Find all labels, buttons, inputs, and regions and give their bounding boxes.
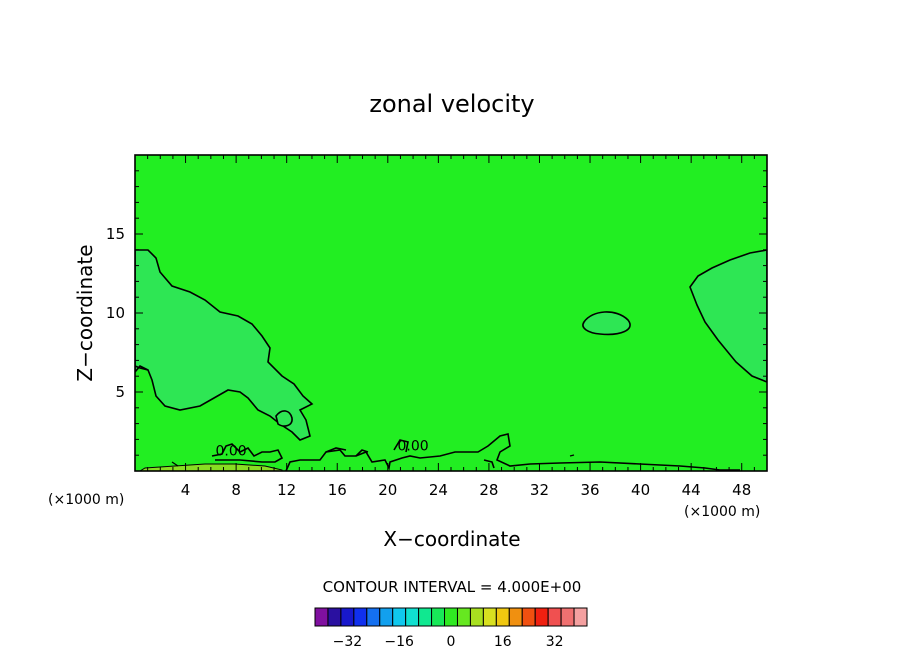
colorbar-swatch [379, 607, 394, 627]
colorbar-swatch [482, 607, 497, 627]
plot-area: 0.00 0.00 [135, 155, 767, 471]
x-tick-label: 20 [378, 481, 397, 499]
colorbar-swatch [314, 607, 329, 627]
colorbar-swatch [366, 607, 381, 627]
region-left-pocket [135, 249, 314, 441]
colorbar-swatch [456, 607, 471, 627]
contour-label: 0.00 [215, 443, 246, 459]
colorbar-swatch [405, 607, 420, 627]
region-oval [582, 311, 631, 336]
contour-line [135, 365, 149, 371]
colorbar-swatch [444, 607, 458, 627]
colorbar-swatch [340, 607, 355, 627]
y-tick-label: 5 [115, 383, 125, 401]
colorbar-swatch [431, 607, 446, 627]
y-tick-label: 10 [106, 304, 125, 322]
x-tick-label: 4 [181, 481, 191, 499]
contour-interval-label: CONTOUR INTERVAL = 4.000E+00 [323, 578, 582, 596]
contour-line [285, 433, 740, 471]
colorbar-swatch [469, 607, 484, 627]
colorbar-labels: −32 −16 0 16 32 [333, 634, 564, 650]
x-unit-right: (×1000 m) [684, 504, 760, 520]
axis-ticks [135, 155, 767, 471]
x-tick-label: 12 [277, 481, 296, 499]
contour-line [275, 410, 293, 427]
colorbar-tick-label: 16 [494, 634, 512, 650]
colorbar-swatch [418, 607, 433, 627]
contour-line [569, 454, 575, 457]
colorbar-swatch [534, 607, 549, 627]
x-axis-label: X−coordinate [383, 527, 520, 551]
colorbar-swatch [508, 607, 523, 627]
contour-line [171, 461, 179, 467]
contour-line [211, 443, 284, 463]
colorbar-swatch [560, 607, 575, 627]
colorbar [314, 607, 588, 627]
colorbar-swatch [327, 607, 342, 627]
contour-label: 0.00 [397, 439, 428, 455]
colorbar-tick-label: −32 [333, 634, 363, 650]
x-tick-label: 32 [530, 481, 549, 499]
x-tick-label: 40 [631, 481, 650, 499]
x-tick-label: 48 [732, 481, 751, 499]
contour-line [393, 439, 409, 453]
colorbar-swatch [392, 607, 407, 627]
colorbar-tick-label: 32 [546, 634, 564, 650]
x-tick-labels: 4 8 12 16 20 24 28 32 36 40 44 48 [181, 481, 751, 499]
chart-title: zonal velocity [369, 90, 534, 118]
x-tick-label: 24 [429, 481, 448, 499]
colorbar-swatch [547, 607, 562, 627]
contour-line [483, 459, 495, 469]
y-tick-labels: 5 10 15 [106, 225, 125, 401]
colorbar-swatch [353, 607, 368, 627]
y-tick-label: 15 [106, 225, 125, 243]
y-axis-label: Z−coordinate [73, 244, 97, 381]
colorbar-tick-label: 0 [447, 634, 456, 650]
x-tick-label: 28 [479, 481, 498, 499]
x-tick-label: 16 [328, 481, 347, 499]
x-tick-label: 8 [231, 481, 241, 499]
contour-line [355, 449, 369, 457]
x-unit-left: (×1000 m) [48, 492, 124, 508]
x-tick-label: 36 [580, 481, 599, 499]
colorbar-tick-label: −16 [384, 634, 414, 650]
contour-line [325, 447, 347, 453]
colorbar-swatch [495, 607, 510, 627]
colorbar-swatch [521, 607, 536, 627]
colorbar-swatch [573, 607, 588, 627]
field-background [135, 155, 767, 471]
region-right-pocket [689, 249, 767, 383]
x-tick-label: 44 [682, 481, 701, 499]
